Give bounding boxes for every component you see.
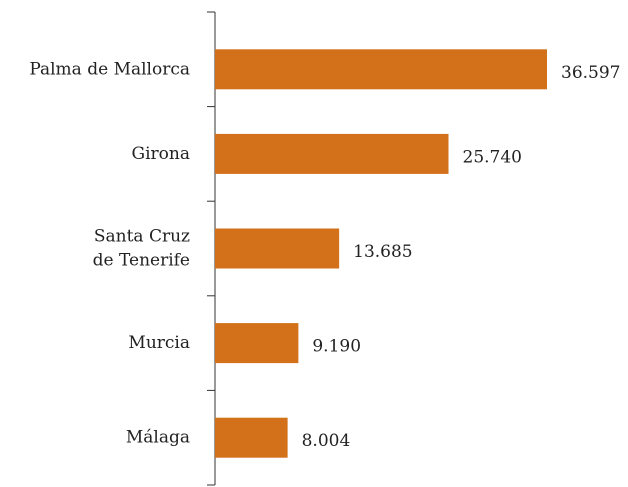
category-label: Santa Cruz de Tenerife bbox=[93, 226, 190, 270]
bar bbox=[215, 133, 449, 174]
category-label: Girona bbox=[132, 143, 190, 163]
value-label: 25.740 bbox=[463, 147, 522, 167]
category-label: Palma de Mallorca bbox=[29, 59, 190, 79]
bar bbox=[215, 323, 299, 364]
category-label: Murcia bbox=[128, 333, 190, 353]
value-label: 9.190 bbox=[312, 337, 361, 357]
value-label: 13.685 bbox=[353, 242, 412, 262]
bar bbox=[215, 228, 340, 269]
value-label: 8.004 bbox=[302, 431, 351, 451]
bar bbox=[215, 49, 547, 90]
category-label: Málaga bbox=[126, 427, 190, 447]
value-label: 36.597 bbox=[561, 63, 620, 83]
bar bbox=[215, 417, 288, 458]
